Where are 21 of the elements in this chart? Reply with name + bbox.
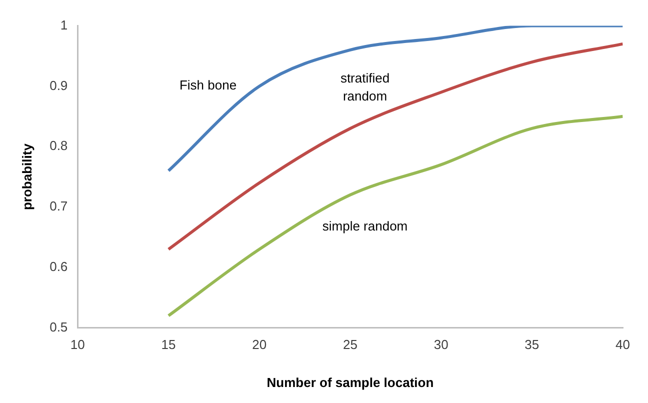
x-axis-title: Number of sample location <box>266 374 434 390</box>
x-tick-label: 35 <box>524 337 540 352</box>
series-label: Fish bone <box>179 78 237 93</box>
y-tick-label: 0.7 <box>50 198 68 214</box>
line-series <box>167 42 623 251</box>
series-label: simple random <box>322 218 408 234</box>
series-label: stratified random <box>340 70 390 104</box>
y-tick-label: 0.9 <box>50 78 68 93</box>
y-axis-title: probability <box>19 142 34 210</box>
x-tick-label: 40 <box>616 337 630 352</box>
y-tick-label: 1 <box>60 17 68 32</box>
y-tick-label: 0.8 <box>50 138 68 154</box>
line-series <box>167 114 623 318</box>
x-tick-label: 25 <box>342 337 358 352</box>
x-tick-label: 10 <box>70 337 85 352</box>
y-tick-label: 0.5 <box>50 319 68 334</box>
y-tick-label: 0.6 <box>50 258 68 274</box>
x-tick-label: 15 <box>161 337 176 352</box>
line-series <box>167 26 623 172</box>
x-tick-label: 20 <box>252 337 267 352</box>
x-tick-label: 30 <box>434 337 448 352</box>
